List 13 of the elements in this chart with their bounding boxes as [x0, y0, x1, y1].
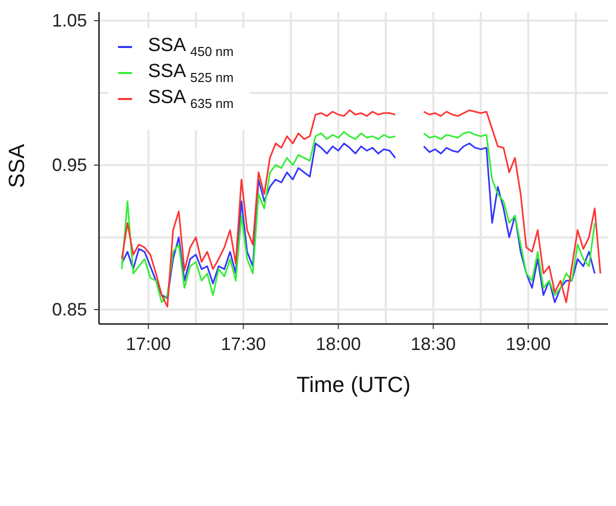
x-tick-label: 18:30 — [410, 334, 456, 354]
x-tick-label: 18:00 — [316, 334, 361, 354]
x-axis-title: Time (UTC) — [296, 372, 411, 397]
legend-label: SSA $_{525 nm}$ — [148, 61, 234, 85]
y-axis-title: SSA — [4, 144, 29, 188]
legend-label: SSA $_{450 nm}$ — [148, 35, 234, 59]
y-tick-label: 0.95 — [52, 155, 87, 176]
x-tick-label: 17:00 — [126, 334, 171, 354]
x-tick-label: 19:00 — [506, 334, 551, 354]
legend-label: SSA $_{635 nm}$ — [148, 87, 234, 111]
y-tick-label: 1.05 — [52, 10, 87, 31]
x-tick-label: 17:30 — [220, 334, 266, 354]
y-tick-label: 0.85 — [52, 300, 87, 320]
